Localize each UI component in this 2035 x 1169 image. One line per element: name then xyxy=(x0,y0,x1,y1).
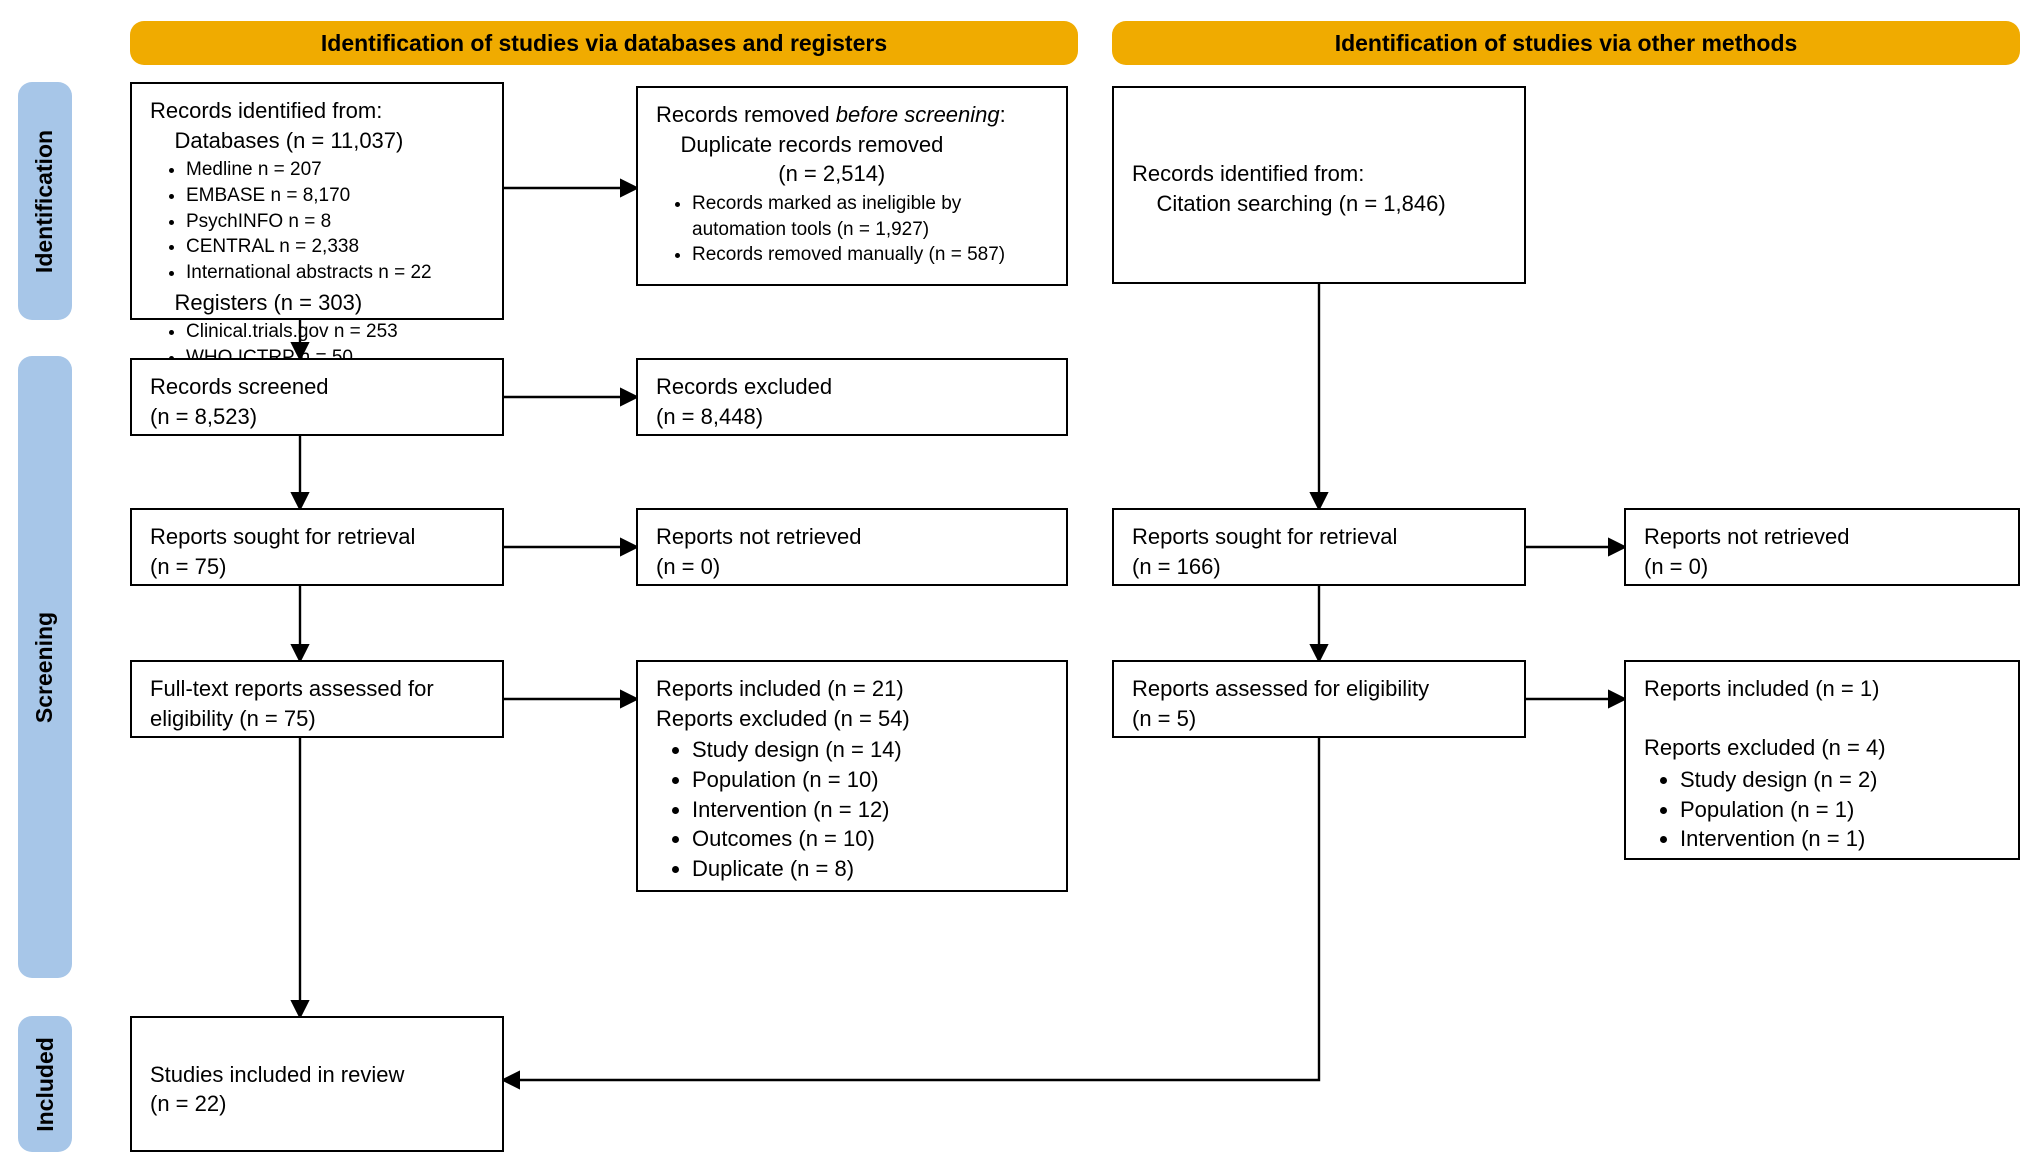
box-M-line: Reports included (n = 1) xyxy=(1644,674,2000,704)
box-A-line: Records identified from: xyxy=(150,96,484,126)
tab-included: Included xyxy=(18,1016,72,1152)
box-L-line: (n = 5) xyxy=(1132,704,1506,734)
box-A-bullet: International abstracts n = 22 xyxy=(186,260,484,286)
box-N-line: (n = 22) xyxy=(150,1089,484,1119)
box-K-bullet: Intervention (n = 12) xyxy=(692,795,1048,825)
box-M-bullet: Intervention (n = 1) xyxy=(1680,824,2000,854)
box-D: Records screened(n = 8,523) xyxy=(130,358,504,436)
box-B-line: Duplicate records removed xyxy=(656,130,1048,160)
box-C-line xyxy=(1132,100,1506,130)
box-B: Records removed before screening: Duplic… xyxy=(636,86,1068,286)
tab-screening-text: Screening xyxy=(32,611,59,722)
box-N: Studies included in review(n = 22) xyxy=(130,1016,504,1152)
header-left-text: Identification of studies via databases … xyxy=(321,30,887,57)
box-C-line xyxy=(1132,130,1506,160)
box-E-line: Records excluded xyxy=(656,372,1048,402)
box-M-bullet: Study design (n = 2) xyxy=(1680,765,2000,795)
box-A-bullet: PsychINFO n = 8 xyxy=(186,209,484,235)
box-G-line: (n = 0) xyxy=(656,552,1048,582)
box-A-line: Databases (n = 11,037) xyxy=(150,126,484,156)
box-F: Reports sought for retrieval(n = 75) xyxy=(130,508,504,586)
box-J-line: eligibility (n = 75) xyxy=(150,704,484,734)
box-B-line: Records removed before screening: xyxy=(656,100,1048,130)
box-I-line: Reports not retrieved xyxy=(1644,522,2000,552)
box-C-line: Records identified from: xyxy=(1132,159,1506,189)
box-N-line xyxy=(150,1030,484,1060)
box-E: Records excluded(n = 8,448) xyxy=(636,358,1068,436)
box-H-line: Reports sought for retrieval xyxy=(1132,522,1506,552)
box-A: Records identified from: Databases (n = … xyxy=(130,82,504,320)
box-B-line: (n = 2,514) xyxy=(656,159,1048,189)
box-M-bullet: Population (n = 1) xyxy=(1680,795,2000,825)
box-F-line: Reports sought for retrieval xyxy=(150,522,484,552)
box-G: Reports not retrieved(n = 0) xyxy=(636,508,1068,586)
box-C: Records identified from: Citation search… xyxy=(1112,86,1526,284)
box-A-bullet: CENTRAL n = 2,338 xyxy=(186,234,484,260)
box-D-line: Records screened xyxy=(150,372,484,402)
box-N-line: Studies included in review xyxy=(150,1060,484,1090)
tab-screening: Screening xyxy=(18,356,72,978)
box-D-line: (n = 8,523) xyxy=(150,402,484,432)
box-K-line: Reports excluded (n = 54) xyxy=(656,704,1048,734)
box-L-line: Reports assessed for eligibility xyxy=(1132,674,1506,704)
header-right-text: Identification of studies via other meth… xyxy=(1335,30,1798,57)
box-H: Reports sought for retrieval(n = 166) xyxy=(1112,508,1526,586)
box-E-line: (n = 8,448) xyxy=(656,402,1048,432)
tab-identification-text: Identification xyxy=(32,129,59,272)
box-J-line: Full-text reports assessed for xyxy=(150,674,484,704)
box-I-line: (n = 0) xyxy=(1644,552,2000,582)
box-K-bullet: Study design (n = 14) xyxy=(692,735,1048,765)
box-J: Full-text reports assessed foreligibilit… xyxy=(130,660,504,738)
box-A-bullet2: Clinical.trials.gov n = 253 xyxy=(186,319,484,345)
box-M-line xyxy=(1644,704,2000,734)
box-K: Reports included (n = 21)Reports exclude… xyxy=(636,660,1068,892)
box-B-bullet: Records marked as ineligible by automati… xyxy=(692,191,1048,242)
box-K-bullet: Outcomes (n = 10) xyxy=(692,824,1048,854)
box-B-bullet: Records removed manually (n = 587) xyxy=(692,242,1048,268)
box-M: Reports included (n = 1) Reports exclude… xyxy=(1624,660,2020,860)
box-M-line: Reports excluded (n = 4) xyxy=(1644,733,2000,763)
box-A-bullet: Medline n = 207 xyxy=(186,157,484,183)
box-A-bullet: EMBASE n = 8,170 xyxy=(186,183,484,209)
box-K-bullet: Duplicate (n = 8) xyxy=(692,854,1048,884)
tab-included-text: Included xyxy=(32,1037,59,1132)
box-G-line: Reports not retrieved xyxy=(656,522,1048,552)
box-C-line: Citation searching (n = 1,846) xyxy=(1132,189,1506,219)
box-H-line: (n = 166) xyxy=(1132,552,1506,582)
header-right: Identification of studies via other meth… xyxy=(1112,21,2020,65)
box-K-line: Reports included (n = 21) xyxy=(656,674,1048,704)
box-L: Reports assessed for eligibility(n = 5) xyxy=(1112,660,1526,738)
box-I: Reports not retrieved(n = 0) xyxy=(1624,508,2020,586)
header-left: Identification of studies via databases … xyxy=(130,21,1078,65)
box-K-bullet: Population (n = 10) xyxy=(692,765,1048,795)
box-F-line: (n = 75) xyxy=(150,552,484,582)
tab-identification: Identification xyxy=(18,82,72,320)
box-A-line2: Registers (n = 303) xyxy=(150,288,484,318)
